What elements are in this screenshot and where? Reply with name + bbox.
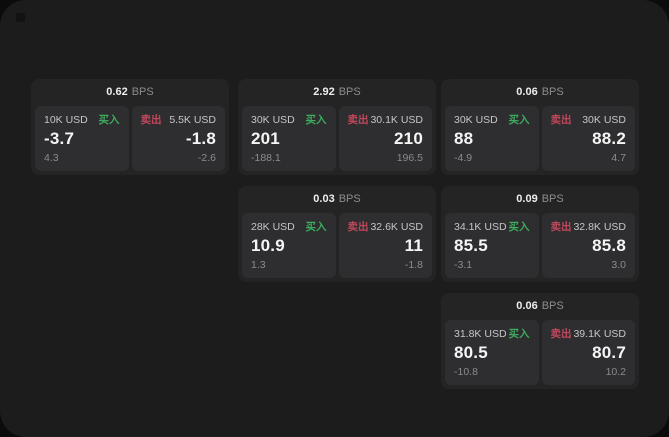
quote-card: 0.06 BPS 30K USD 买入 88 -4.9 卖出 30K USD 8…	[441, 79, 639, 175]
sell-panel[interactable]: 卖出 32.6K USD 11 -1.8	[338, 213, 432, 278]
sell-delta: -1.8	[404, 259, 423, 271]
buy-delta: 4.3	[44, 152, 59, 164]
buy-panel[interactable]: 34.1K USD 买入 85.5 -3.1	[445, 213, 539, 278]
quote-card: 0.09 BPS 34.1K USD 买入 85.5 -3.1 卖出 32.8K…	[441, 186, 639, 282]
bps-unit-label: BPS	[131, 86, 154, 98]
bps-unit-label: BPS	[541, 300, 564, 312]
quote-card: 0.06 BPS 31.8K USD 买入 80.5 -10.8 卖出 39.1…	[441, 293, 639, 389]
buy-price: -3.7	[44, 129, 75, 148]
sell-side-label: 卖出	[550, 114, 572, 126]
buy-price: 80.5	[454, 343, 488, 362]
card-header: 0.06 BPS	[441, 293, 639, 320]
buy-side-label: 买入	[305, 221, 327, 233]
buy-delta: -4.9	[454, 152, 473, 164]
sell-panel[interactable]: 卖出 30.1K USD 210 196.5	[338, 106, 432, 171]
bps-value: 0.06	[516, 300, 538, 312]
panels: 10K USD 买入 -3.7 4.3 卖出 5.5K USD -1.8 -2.…	[31, 106, 229, 171]
panels: 31.8K USD 买入 80.5 -10.8 卖出 39.1K USD 80.…	[441, 320, 639, 385]
sell-side-label: 卖出	[347, 114, 369, 126]
buy-panel[interactable]: 30K USD 买入 201 -188.1	[242, 106, 336, 171]
sell-price: 88.2	[592, 129, 626, 148]
sell-side-label: 卖出	[550, 221, 572, 233]
bps-unit-label: BPS	[541, 86, 564, 98]
buy-delta: -3.1	[454, 259, 473, 271]
buy-panel[interactable]: 30K USD 买入 88 -4.9	[445, 106, 539, 171]
panels: 34.1K USD 买入 85.5 -3.1 卖出 32.8K USD 85.8…	[441, 213, 639, 278]
buy-delta: -188.1	[251, 152, 281, 164]
sell-panel[interactable]: 卖出 5.5K USD -1.8 -2.6	[131, 106, 225, 171]
card-header: 2.92 BPS	[238, 79, 436, 106]
sell-panel[interactable]: 卖出 32.8K USD 85.8 3.0	[541, 213, 635, 278]
sell-amount: 32.6K USD	[370, 221, 423, 233]
sell-panel[interactable]: 卖出 39.1K USD 80.7 10.2	[541, 320, 635, 385]
sell-amount: 30.1K USD	[370, 114, 423, 126]
buy-side-label: 买入	[305, 114, 327, 126]
sell-amount: 32.8K USD	[573, 221, 626, 233]
sell-price: -1.8	[185, 129, 216, 148]
buy-delta: 1.3	[251, 259, 266, 271]
buy-price: 201	[251, 129, 280, 148]
sell-amount: 5.5K USD	[169, 114, 216, 126]
buy-side-label: 买入	[98, 114, 120, 126]
sell-price: 11	[404, 236, 423, 255]
bps-value: 0.62	[106, 86, 128, 98]
card-header: 0.62 BPS	[31, 79, 229, 106]
sell-side-label: 卖出	[550, 328, 572, 340]
buy-panel[interactable]: 28K USD 买入 10.9 1.3	[242, 213, 336, 278]
card-header: 0.06 BPS	[441, 79, 639, 106]
sell-panel[interactable]: 卖出 30K USD 88.2 4.7	[541, 106, 635, 171]
buy-side-label: 买入	[508, 221, 530, 233]
sell-delta: 196.5	[396, 152, 423, 164]
buy-amount: 31.8K USD	[454, 328, 507, 340]
quote-card: 0.62 BPS 10K USD 买入 -3.7 4.3 卖出 5.5K USD…	[31, 79, 229, 175]
buy-amount: 34.1K USD	[454, 221, 507, 233]
quote-card: 0.03 BPS 28K USD 买入 10.9 1.3 卖出 32.6K US…	[238, 186, 436, 282]
buy-amount: 10K USD	[44, 114, 88, 126]
sell-delta: 3.0	[611, 259, 626, 271]
panels: 30K USD 买入 88 -4.9 卖出 30K USD 88.2 4.7	[441, 106, 639, 171]
sell-delta: 4.7	[611, 152, 626, 164]
sell-amount: 39.1K USD	[573, 328, 626, 340]
sell-delta: -2.6	[197, 152, 216, 164]
sell-price: 85.8	[592, 236, 626, 255]
buy-delta: -10.8	[454, 366, 478, 378]
bps-value: 0.06	[516, 86, 538, 98]
card-header: 0.03 BPS	[238, 186, 436, 213]
buy-price: 85.5	[454, 236, 488, 255]
buy-panel[interactable]: 10K USD 买入 -3.7 4.3	[35, 106, 129, 171]
buy-amount: 30K USD	[251, 114, 295, 126]
bps-unit-label: BPS	[541, 193, 564, 205]
quote-card: 2.92 BPS 30K USD 买入 201 -188.1 卖出 30.1K …	[238, 79, 436, 175]
sell-side-label: 卖出	[140, 114, 162, 126]
buy-amount: 28K USD	[251, 221, 295, 233]
app-logo-icon	[16, 13, 25, 22]
sell-price: 80.7	[592, 343, 626, 362]
sell-amount: 30K USD	[582, 114, 626, 126]
bps-value: 0.09	[516, 193, 538, 205]
buy-price: 88	[454, 129, 474, 148]
sell-side-label: 卖出	[347, 221, 369, 233]
buy-price: 10.9	[251, 236, 285, 255]
sell-price: 210	[394, 129, 423, 148]
panels: 28K USD 买入 10.9 1.3 卖出 32.6K USD 11 -1.8	[238, 213, 436, 278]
buy-panel[interactable]: 31.8K USD 买入 80.5 -10.8	[445, 320, 539, 385]
bps-unit-label: BPS	[338, 86, 361, 98]
panels: 30K USD 买入 201 -188.1 卖出 30.1K USD 210 1…	[238, 106, 436, 171]
buy-amount: 30K USD	[454, 114, 498, 126]
card-header: 0.09 BPS	[441, 186, 639, 213]
bps-value: 2.92	[313, 86, 335, 98]
bps-value: 0.03	[313, 193, 335, 205]
buy-side-label: 买入	[508, 328, 530, 340]
buy-side-label: 买入	[508, 114, 530, 126]
sell-delta: 10.2	[605, 366, 626, 378]
bps-unit-label: BPS	[338, 193, 361, 205]
